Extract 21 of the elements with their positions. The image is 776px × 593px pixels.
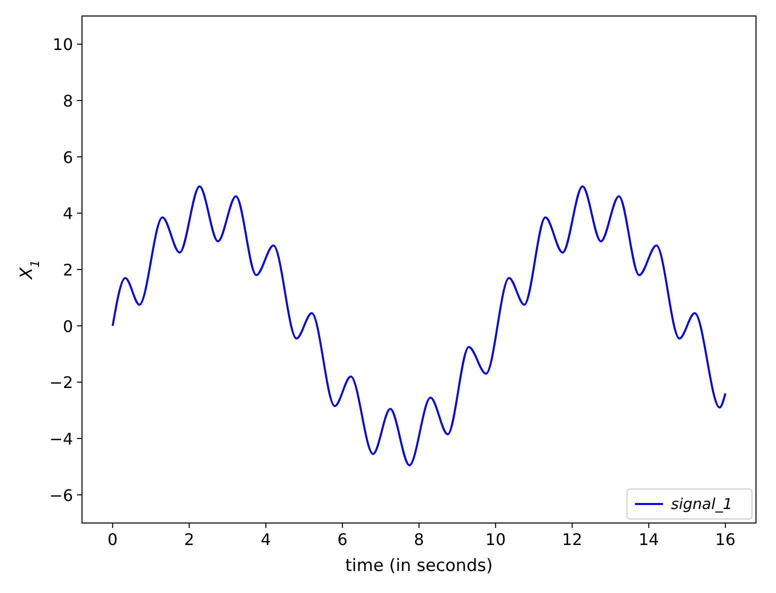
y-tick-label: 4: [62, 204, 73, 224]
y-tick-label: −6: [49, 486, 73, 505]
y-tick-label: 2: [62, 260, 73, 280]
x-tick-label: 0: [108, 530, 118, 549]
y-tick-label: 0: [62, 316, 73, 336]
y-tick-label: 10: [52, 35, 73, 54]
x-tick-label: 10: [485, 530, 506, 549]
legend-label: signal_1: [671, 495, 732, 513]
line-series: [112, 185, 726, 466]
x-axis-title: time (in seconds): [345, 556, 493, 576]
x-tick-label: 16: [715, 530, 736, 549]
x-tick-label: 12: [562, 530, 582, 549]
x-tick-label: 14: [638, 530, 659, 549]
x-tick-label: 6: [337, 530, 348, 549]
x-tick-label: 4: [260, 530, 271, 549]
x-tick-label: 2: [184, 530, 194, 549]
y-tick-label: −4: [49, 430, 73, 448]
y-tick-label: 8: [62, 92, 73, 110]
x-tick-label: 8: [414, 530, 424, 549]
y-tick-label: 6: [62, 148, 73, 167]
y-tick-label: −2: [49, 373, 73, 392]
